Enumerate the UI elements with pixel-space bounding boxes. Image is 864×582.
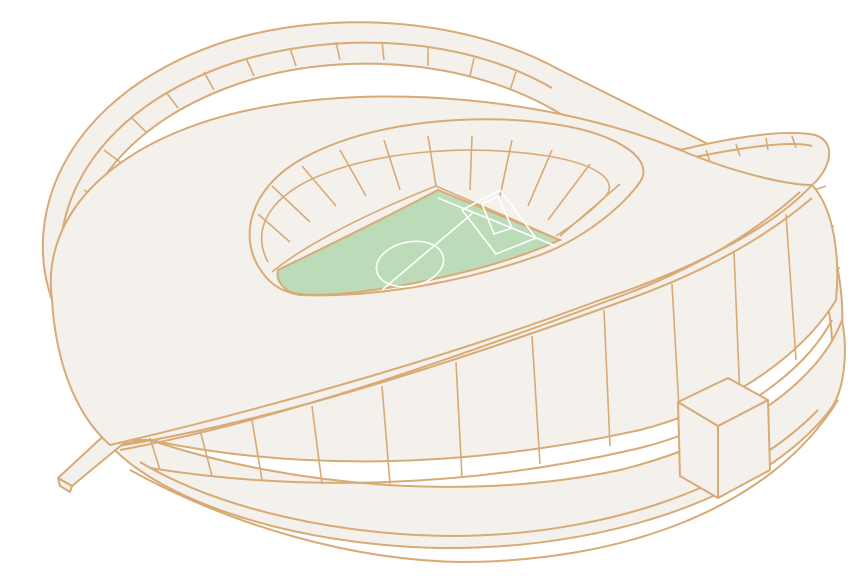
back-arch-rib bbox=[103, 149, 121, 163]
facade-pillars bbox=[149, 213, 797, 485]
centre-circle bbox=[375, 240, 445, 288]
facade-top-edge bbox=[117, 197, 813, 447]
back-arch-rib bbox=[131, 117, 147, 133]
facade-pillar bbox=[733, 251, 741, 401]
seating-tiers bbox=[257, 135, 621, 273]
facade-pillar bbox=[531, 335, 541, 465]
right-arch-rib bbox=[705, 149, 711, 163]
back-arch-rib bbox=[509, 71, 517, 91]
back-arch-rib bbox=[245, 57, 255, 77]
facade-pillar bbox=[455, 361, 463, 479]
seating-divider bbox=[271, 185, 311, 223]
seating-divider bbox=[559, 183, 621, 237]
bowl-base-rim-line bbox=[129, 399, 839, 563]
back-arch-rib bbox=[469, 57, 475, 77]
pitch-edge-ring bbox=[271, 185, 561, 273]
back-arch-rib bbox=[381, 41, 385, 61]
back-arch-rib bbox=[335, 41, 341, 61]
seating-divider bbox=[527, 149, 553, 207]
seating-divider bbox=[469, 135, 473, 191]
seating-divider bbox=[301, 165, 337, 207]
entrance-top bbox=[677, 377, 769, 427]
pitch-surface bbox=[276, 188, 563, 296]
facade-pillar bbox=[603, 309, 611, 447]
football-pitch bbox=[276, 188, 563, 296]
right-arch-inner-edge bbox=[689, 142, 813, 159]
facade-pillar bbox=[785, 213, 797, 361]
seating-divider bbox=[547, 163, 591, 221]
facade-bottom-edge bbox=[149, 319, 833, 484]
seating-divider bbox=[257, 213, 291, 243]
halfway-line bbox=[381, 211, 475, 291]
bowl-base bbox=[109, 319, 846, 550]
right-arch-rib bbox=[765, 137, 769, 151]
seating-divider bbox=[383, 139, 401, 191]
back-arch-rib bbox=[203, 71, 215, 91]
back-arch-rib bbox=[165, 91, 179, 109]
seating-divider bbox=[499, 139, 513, 197]
beam-end bbox=[57, 477, 73, 493]
seating-divider bbox=[427, 135, 437, 187]
back-arch-inner-edge bbox=[59, 41, 553, 301]
facade-pillar bbox=[199, 429, 213, 477]
right-arch-rib bbox=[791, 135, 797, 149]
facade-pillar bbox=[381, 385, 391, 485]
seating-divider bbox=[339, 149, 367, 197]
roof-ridge-line bbox=[119, 191, 801, 451]
pitch-touchline bbox=[437, 197, 557, 247]
facade-pillar bbox=[251, 419, 263, 481]
back-arch-rib bbox=[289, 47, 297, 67]
entrance-block bbox=[677, 377, 771, 499]
facade-pillar bbox=[311, 405, 323, 485]
right-arch-rib bbox=[735, 143, 741, 157]
